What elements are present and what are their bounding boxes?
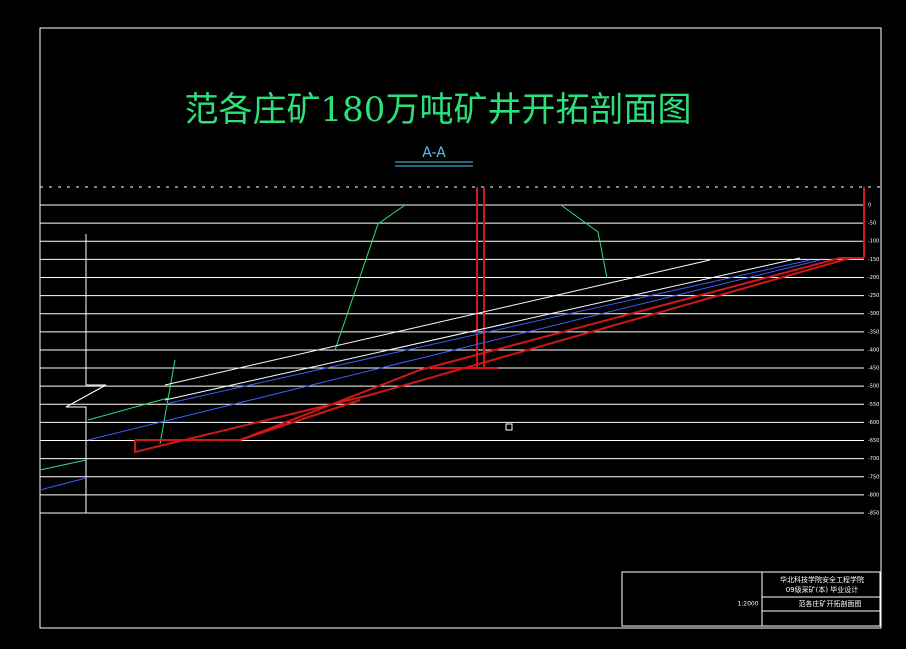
- drawing-name: 范各庄矿开拓剖面图: [799, 599, 862, 608]
- seam: [164, 259, 811, 405]
- seam: [87, 397, 169, 421]
- project: 09级采矿(本) 毕业设计: [786, 585, 859, 594]
- title-block: [621, 571, 881, 627]
- level-label: -850: [868, 511, 879, 517]
- fault: [560, 204, 608, 279]
- seam: [164, 259, 711, 386]
- level-label: -750: [868, 474, 879, 480]
- level-label: -200: [868, 275, 879, 281]
- level-label: -150: [868, 257, 879, 263]
- fault: [159, 359, 176, 445]
- section-label: A-A: [422, 145, 446, 161]
- boundary: [65, 234, 107, 513]
- level-label: -600: [868, 420, 879, 426]
- seam: [164, 257, 801, 401]
- title: 范各庄矿180万吨矿井开拓剖面图: [185, 90, 692, 130]
- frame: [39, 27, 882, 629]
- level-label: -300: [868, 311, 879, 317]
- level-label: -50: [868, 221, 876, 227]
- marker: [505, 423, 513, 431]
- level-label: 0: [868, 203, 871, 209]
- level-label: -350: [868, 329, 879, 335]
- level-label: -400: [868, 347, 879, 353]
- level-label: -250: [868, 293, 879, 299]
- fault: [334, 204, 406, 351]
- seam: [39, 459, 87, 471]
- roadway: [134, 257, 851, 454]
- level-lines: 0 -50 -100 -150 -200 -250 -300 -350 -400 -450 -500…: [40, 203, 879, 517]
- level-label: -800: [868, 492, 879, 498]
- seam: [39, 477, 87, 491]
- level-label: -550: [868, 402, 879, 408]
- level-label: -700: [868, 456, 879, 462]
- school: 华北科技学院安全工程学院: [780, 575, 864, 584]
- roadway: [135, 257, 864, 441]
- level-label: -100: [868, 239, 879, 245]
- level-label: -650: [868, 438, 879, 444]
- scale: 1:2000: [737, 601, 758, 608]
- level-label: -500: [868, 384, 879, 390]
- level-label: -450: [868, 366, 879, 372]
- seam: [87, 259, 821, 441]
- roadway: [239, 399, 361, 441]
